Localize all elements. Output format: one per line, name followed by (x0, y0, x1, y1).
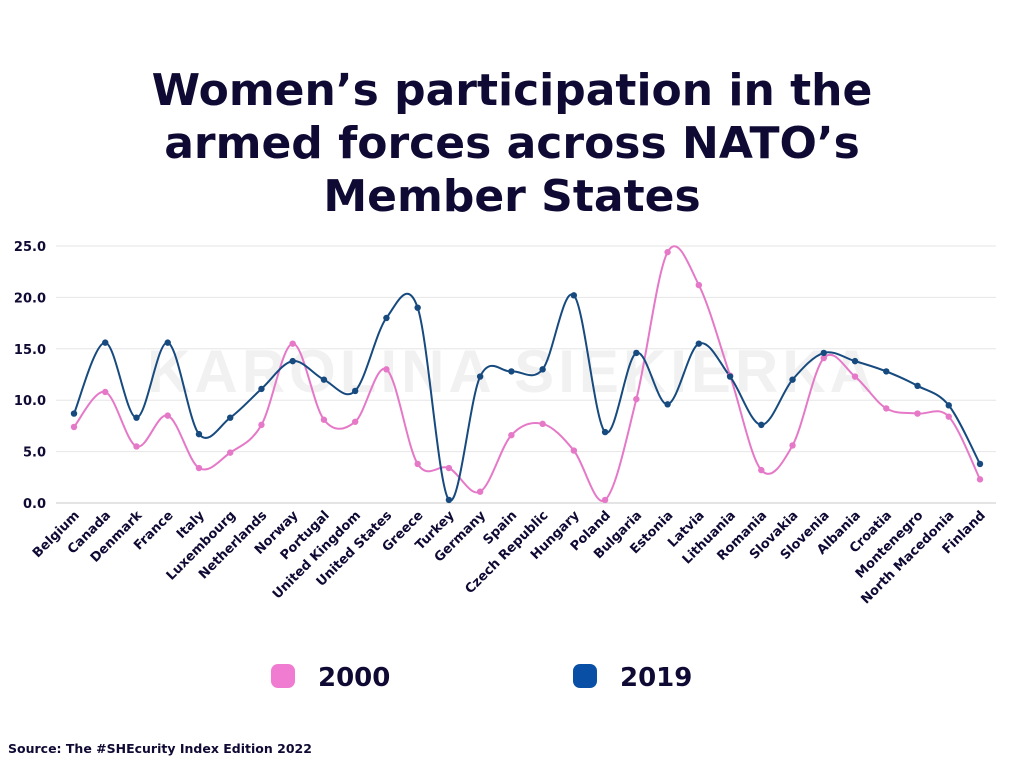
data-point-2019 (133, 414, 140, 421)
data-point-2019 (851, 357, 859, 365)
data-point-2019 (508, 368, 515, 375)
data-point-2000 (164, 412, 171, 419)
legend-label-2019: 2019 (620, 663, 692, 693)
data-point-2019 (883, 368, 890, 375)
data-point-2000 (476, 488, 484, 495)
data-point-2000 (976, 476, 984, 483)
data-point-2019 (570, 292, 578, 299)
data-point-2019 (351, 387, 359, 395)
data-point-2019 (445, 496, 453, 504)
data-point-2019 (945, 402, 952, 409)
data-point-2019 (258, 385, 265, 393)
data-point-2000 (351, 418, 359, 425)
data-point-2019 (289, 357, 296, 365)
data-point-2000 (539, 420, 546, 428)
data-point-2000 (258, 421, 265, 429)
data-point-2019 (695, 340, 703, 347)
data-point-2000 (508, 431, 515, 439)
data-point-2019 (820, 349, 827, 357)
data-point-2000 (102, 388, 109, 396)
data-point-2019 (70, 410, 78, 417)
data-point-2019 (633, 349, 640, 357)
data-point-2019 (726, 373, 734, 380)
data-point-2000 (414, 460, 421, 468)
y-tick-label: 5.0 (23, 446, 46, 461)
data-point-2000 (70, 423, 78, 431)
data-point-2019 (758, 421, 765, 429)
data-point-2019 (227, 414, 234, 421)
data-point-2000 (695, 281, 703, 289)
data-point-2000 (851, 373, 859, 380)
y-tick-label: 10.0 (14, 394, 46, 409)
chart-title-line-3: Member States (323, 171, 701, 222)
data-point-2019 (320, 376, 328, 383)
data-point-2019 (414, 304, 421, 311)
data-point-2019 (102, 339, 109, 346)
data-point-2000 (227, 449, 234, 456)
gridlines (56, 245, 996, 504)
data-point-2000 (133, 443, 140, 450)
data-point-2019 (164, 339, 171, 346)
data-point-2019 (195, 430, 203, 438)
data-point-2019 (476, 373, 484, 380)
series-points (70, 248, 984, 504)
chart-title-line-2: armed forces across NATO’s (164, 118, 860, 169)
y-tick-label: 15.0 (14, 343, 46, 358)
data-point-2000 (570, 447, 578, 454)
data-point-2000 (601, 496, 609, 504)
legend-label-2000: 2000 (318, 663, 390, 693)
data-point-2019 (539, 366, 546, 373)
data-point-2000 (820, 354, 827, 362)
data-point-2019 (664, 401, 671, 408)
chart-title: Women’s participation in the armed force… (0, 64, 1024, 223)
data-point-2000 (383, 366, 390, 373)
legend-swatch-2019 (573, 664, 597, 688)
y-axis-tick-labels: 0.0 5.0 10.0 15.0 20.0 25.0 (14, 240, 46, 512)
data-point-2000 (633, 395, 640, 403)
data-point-2000 (883, 405, 890, 412)
y-tick-label: 20.0 (14, 291, 46, 306)
data-point-2000 (445, 464, 453, 472)
y-tick-label: 0.0 (23, 497, 46, 512)
data-point-2019 (914, 382, 921, 390)
legend-swatch-2000 (271, 664, 295, 688)
data-point-2019 (383, 314, 390, 322)
data-point-2000 (914, 410, 921, 417)
data-point-2000 (320, 416, 328, 423)
data-point-2019 (976, 460, 984, 468)
data-point-2000 (664, 248, 671, 256)
data-point-2000 (758, 466, 765, 474)
data-point-2019 (789, 376, 796, 383)
source-note: Source: The #SHEcurity Index Edition 202… (8, 741, 312, 756)
data-point-2000 (789, 442, 796, 449)
data-point-2019 (601, 428, 609, 436)
legend: 2000 2019 (271, 663, 692, 693)
data-point-2000 (289, 340, 296, 347)
data-point-2000 (195, 464, 203, 472)
chart-title-line-1: Women’s participation in the (151, 65, 873, 116)
y-tick-label: 25.0 (14, 240, 46, 255)
data-point-2000 (945, 413, 952, 420)
x-axis-tick-labels: BelgiumCanadaDenmarkFranceItalyLuxembour… (30, 508, 989, 607)
